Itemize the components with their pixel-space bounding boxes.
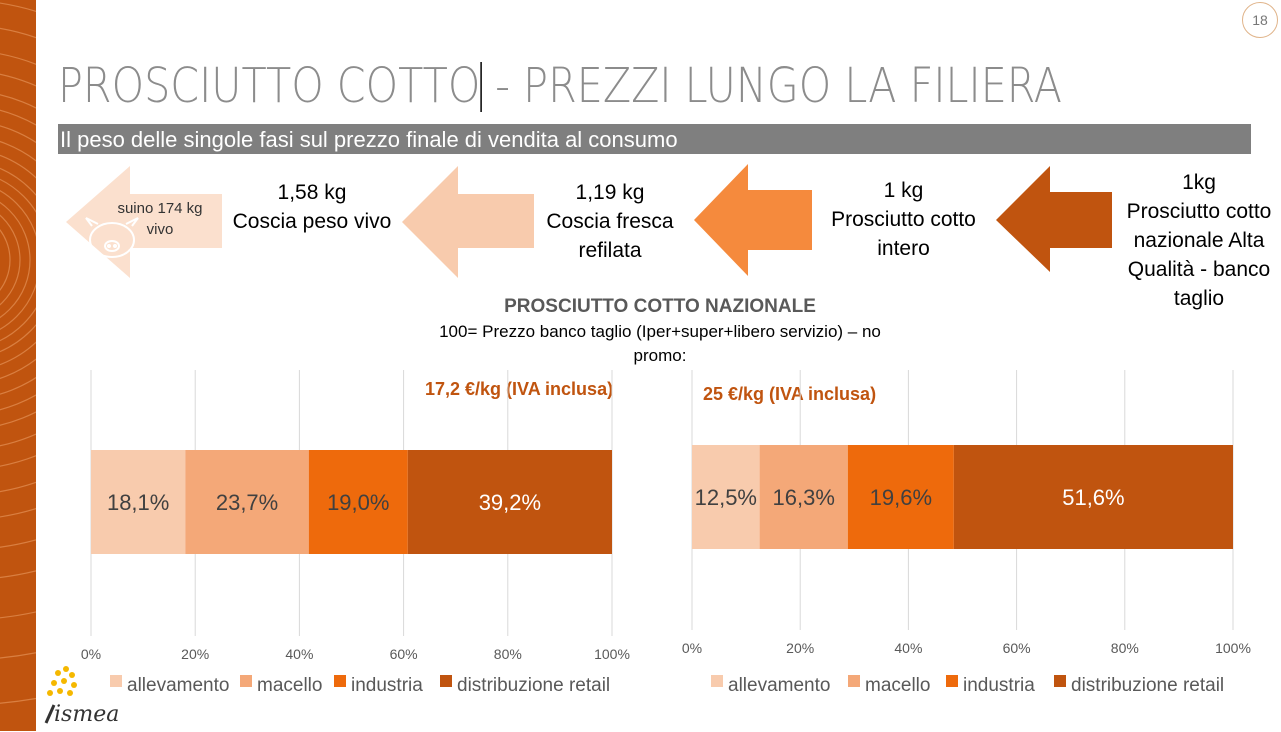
legend-swatch-distribuzione (440, 675, 452, 687)
supply-chain-arrows (66, 164, 1112, 278)
legend-swatch-allevamento (711, 675, 723, 687)
step4-line5: taglio (1173, 287, 1225, 310)
chart-subheading-line1: 100= Prezzo banco taglio (Iper+super+lib… (439, 322, 881, 341)
x-tick-label: 80% (494, 646, 522, 662)
x-tick-label: 100% (594, 646, 630, 662)
step4-line3: nazionale Alta (1133, 229, 1265, 252)
x-tick-label: 100% (1215, 640, 1251, 656)
step3-label: 1 kg Prosciutto cotto intero (816, 176, 991, 263)
step4-label: 1kg Prosciutto cotto nazionale Alta Qual… (1114, 168, 1281, 313)
chart-subheading: 100= Prezzo banco taglio (Iper+super+lib… (400, 320, 920, 368)
step1-line1: 1,58 kg (277, 181, 347, 204)
logo-text: ismea (54, 702, 119, 727)
legend-label-allevamento: allevamento (127, 675, 229, 696)
data-label: 39,2% (479, 490, 541, 515)
step2-line1: 1,19 kg (575, 181, 645, 204)
x-tick-label: 40% (285, 646, 313, 662)
legend-label-allevamento: allevamento (728, 675, 830, 696)
step3-line1: 1 kg (883, 179, 924, 202)
data-label: 18,1% (107, 490, 169, 515)
step1-label: 1,58 kg Coscia peso vivo (222, 178, 402, 236)
legend-label-industria: industria (963, 675, 1035, 696)
step3-line2: Prosciutto cotto (831, 208, 976, 231)
title-part2: - PREZZI LUNGO LA FILIERA (482, 58, 1063, 114)
bar-segment-industria (308, 450, 408, 554)
pig-icon (85, 217, 139, 258)
bar-segment-distribuzione (953, 445, 1233, 549)
title-part1: PROSCIUTTO COTTO (58, 58, 481, 114)
step2-line2: Coscia fresca (546, 210, 674, 233)
x-tick-label: 0% (81, 646, 101, 662)
data-label: 23,7% (216, 490, 278, 515)
x-tick-label: 80% (1111, 640, 1139, 656)
page-title: PROSCIUTTO COTTO - PREZZI LUNGO LA FILIE… (58, 58, 1062, 114)
step4-line4: Qualità - banco (1127, 258, 1271, 281)
arrow-step1 (402, 166, 534, 278)
subtitle-bar: Il peso delle singole fasi sul prezzo fi… (58, 124, 1251, 154)
legend-label-industria: industria (351, 675, 423, 696)
x-tick-label: 40% (894, 640, 922, 656)
data-label: 19,6% (870, 485, 932, 510)
step3-line3: intero (877, 237, 930, 260)
step2-label: 1,19 kg Coscia fresca refilata (530, 178, 690, 265)
chart-heading: PROSCIUTTO COTTO NAZIONALE (504, 296, 816, 317)
step4-line1: 1kg (1182, 171, 1216, 194)
pig-label: suino 174 kg vivo (104, 198, 216, 240)
bar-segment-allevamento (91, 450, 186, 554)
x-tick-label: 20% (786, 640, 814, 656)
wood-rings-pattern (0, 2, 36, 704)
chart-subheading-line2: promo: (633, 346, 687, 365)
decorative-sidebar (0, 0, 36, 731)
arrow-step2 (694, 164, 812, 276)
x-tick-label: 60% (1003, 640, 1031, 656)
legend-swatch-allevamento (110, 675, 122, 687)
arrow-step3 (996, 166, 1112, 272)
x-tick-label: 60% (390, 646, 418, 662)
data-label: 12,5% (695, 485, 757, 510)
pig-label-line2: vivo (146, 221, 174, 238)
step2-line3: refilata (578, 239, 642, 262)
legend-label-distribuzione: distribuzione retail (457, 675, 610, 696)
price-annotation-right: 25 €/kg (IVA inclusa) (703, 384, 877, 404)
bar-segment-macello (185, 450, 309, 554)
text-cursor (480, 62, 483, 112)
x-tick-label: 20% (181, 646, 209, 662)
legend-swatch-macello (848, 675, 860, 687)
data-label: 51,6% (1062, 485, 1124, 510)
ismea-logo-graphic: ismea (44, 666, 119, 727)
ismea-logo: ismea (42, 663, 152, 732)
arrow-pig (66, 166, 222, 278)
legend-label-distribuzione: distribuzione retail (1071, 675, 1224, 696)
legend-swatch-industria (334, 675, 346, 687)
step1-line2: Coscia peso vivo (232, 210, 392, 233)
subtitle: Il peso delle singole fasi sul prezzo fi… (60, 127, 678, 152)
legend-label-macello: macello (865, 675, 930, 696)
data-label: 16,3% (773, 485, 835, 510)
legend-swatch-distribuzione (1054, 675, 1066, 687)
step4-line2: Prosciutto cotto (1126, 200, 1272, 223)
page-number: 18 (1242, 2, 1278, 38)
bar-segment-allevamento (692, 445, 760, 549)
price-annotation-left: 17,2 €/kg (IVA inclusa) (425, 379, 614, 399)
legend-label-macello: macello (257, 675, 322, 696)
legend-swatch-industria (946, 675, 958, 687)
x-tick-label: 0% (682, 640, 702, 656)
bar-segment-macello (759, 445, 848, 549)
bar-segment-industria (847, 445, 954, 549)
data-label: 19,0% (327, 490, 389, 515)
pig-label-line1: suino 174 kg (117, 200, 203, 217)
legend-swatch-macello (240, 675, 252, 687)
bar-segment-distribuzione (407, 450, 612, 554)
